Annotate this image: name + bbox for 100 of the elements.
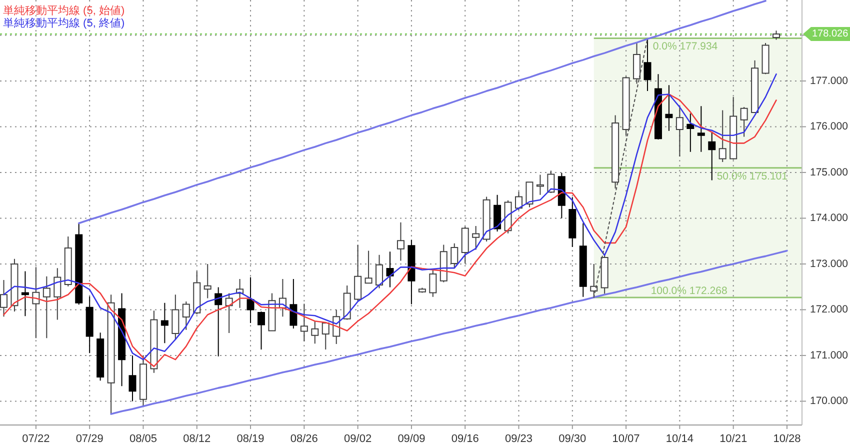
candlestick [708,132,716,181]
candlestick [150,310,158,374]
candlestick [64,236,72,287]
candlestick [408,239,416,305]
y-tick-label: 171.000 [810,349,848,362]
candlestick [633,42,641,84]
candlestick [0,279,8,318]
candlestick [536,174,544,196]
x-tick-label: 10/07 [612,433,640,445]
candlestick [772,30,780,40]
x-tick-label: 08/12 [183,433,211,445]
candlestick [504,200,512,234]
x-tick-label: 09/09 [398,433,426,445]
line-series [110,250,788,415]
candlestick [354,244,362,302]
x-tick-label: 07/22 [22,433,50,445]
y-tick-label: 175.000 [810,166,848,178]
x-tick-label: 08/26 [290,433,318,445]
x-tick-label: 09/23 [504,433,533,445]
candlestick [386,251,394,288]
candlestick [751,60,759,114]
candlestick [686,112,694,152]
candlestick [204,263,212,299]
candlestick [418,287,426,294]
y-tick-label: 172.000 [810,304,848,316]
candlestick [665,84,673,132]
candlestick [311,320,319,344]
candlestick [579,222,587,298]
candlestick [762,42,770,75]
candlestick [730,96,738,160]
candlestick [450,242,458,269]
candlestick [21,270,29,317]
x-tick-label: 09/30 [558,433,586,445]
candlestick [193,270,201,315]
candlestick [590,263,598,298]
x-tick-label: 10/21 [720,433,748,445]
candlestick [75,222,83,306]
ref-line-label: 100.0% 172.268 [650,284,728,297]
candlestick [740,106,748,138]
candlestick [172,294,180,340]
candlestick [300,303,308,342]
candlestick [622,76,630,136]
candlestick [494,194,502,232]
candlestick [612,114,620,189]
candlestick [644,38,652,92]
candlestick [86,296,94,354]
candlestick [461,226,469,264]
line-series [593,38,648,298]
candlestick [290,278,298,329]
candlestick [429,269,437,298]
candlestick [225,292,233,334]
candlestick [10,258,18,312]
y-tick-label: 170.000 [810,395,848,408]
candlestick [364,250,372,284]
y-tick-label: 174.000 [810,212,848,224]
x-tick-label: 08/05 [129,433,157,445]
candlestick [472,226,480,250]
x-tick-label: 10/28 [773,433,801,445]
candlestick [258,311,265,350]
candlestick [568,196,576,248]
candlestick [654,74,662,140]
text: 単純移動平均線 (5, 終値) [3,18,125,30]
candlestick [697,106,705,152]
candlestick [54,268,62,320]
ref-line-label: 178.026 [812,28,849,40]
candlestick [718,110,726,162]
candlestick [128,354,136,402]
candlestick [268,292,276,332]
candlestick [246,276,254,324]
candlestick [118,292,126,387]
candlestick [396,222,404,262]
candlestick [547,170,555,194]
candlestick [676,106,684,157]
candlestick [482,196,490,242]
y-tick-label: 173.000 [810,258,848,270]
candlestick [214,286,222,357]
y-tick-label: 177.000 [810,74,848,87]
candlestick [600,254,608,294]
x-tick-label: 09/16 [451,433,479,445]
x-tick-label: 10/14 [666,433,694,445]
y-tick-label: 176.000 [810,120,848,133]
candlestick [440,244,448,283]
candlestick [526,181,534,208]
x-tick-label: 08/19 [236,433,264,445]
candlestick [515,191,522,210]
ref-line-label: 0.0% 177.934 [652,40,718,53]
candlestick [558,172,566,219]
candlestick [32,266,40,339]
candlestick [182,300,190,330]
x-tick-label: 09/02 [344,433,372,445]
ref-line-label: 50.0% 175.101 [716,170,788,182]
candlestick [139,354,147,408]
candlestick [96,332,104,382]
candlestick [42,276,50,339]
candlestick [107,294,115,415]
text: 単純移動平均線 (5, 始値) [3,5,125,17]
candlestick [376,254,384,289]
candlestick [343,284,351,320]
x-tick-label: 07/29 [76,433,104,445]
candlestick [160,302,168,344]
